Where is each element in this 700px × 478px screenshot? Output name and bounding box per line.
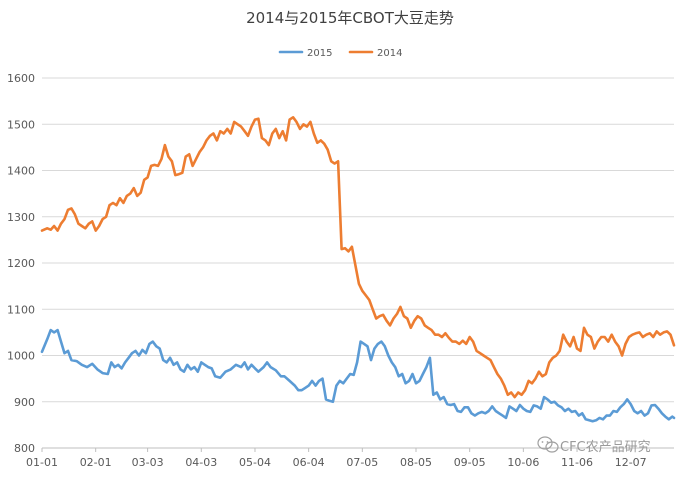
legend-label: 2015 xyxy=(307,48,332,59)
watermark: CFC农产品研究 xyxy=(537,436,651,455)
y-axis: 800 900 1000 1100 1200 1300 1400 1500 1600 xyxy=(7,72,35,455)
y-tick-label: 1500 xyxy=(7,118,35,131)
watermark-text: CFC农产品研究 xyxy=(560,440,651,455)
x-tick-label: 09-05 xyxy=(454,456,486,469)
x-tick-label: 06-04 xyxy=(293,456,325,469)
chart-title: 2014与2015年CBOT大豆走势 xyxy=(246,9,454,27)
grid-lines xyxy=(42,77,674,449)
series-line-2014 xyxy=(40,116,676,399)
series-lines xyxy=(40,116,676,423)
x-tick-label: 12-07 xyxy=(615,456,647,469)
y-tick-label: 1000 xyxy=(7,350,35,363)
x-tick-label: 11-06 xyxy=(561,456,593,469)
y-tick-label: 1200 xyxy=(7,257,35,270)
y-tick-label: 900 xyxy=(14,396,35,409)
x-tick-label: 10-06 xyxy=(507,456,539,469)
wechat-icon xyxy=(537,436,559,453)
legend: 2015 2014 xyxy=(278,48,402,59)
x-tick-label: 01-01 xyxy=(26,456,58,469)
y-tick-label: 1300 xyxy=(7,211,35,224)
x-tick-label: 05-04 xyxy=(239,456,271,469)
x-tick-label: 02-01 xyxy=(80,456,112,469)
x-tick-label: 07-05 xyxy=(346,456,378,469)
x-tick-label: 04-03 xyxy=(185,456,217,469)
y-tick-label: 1100 xyxy=(7,303,35,316)
series-line-2015 xyxy=(40,328,676,423)
x-tick-label: 08-05 xyxy=(400,456,432,469)
legend-label: 2014 xyxy=(377,48,402,59)
x-tick-label: 03-03 xyxy=(132,456,164,469)
y-tick-label: 1400 xyxy=(7,165,35,178)
x-axis: 01-01 02-01 03-03 04-03 05-04 06-04 07-05 08-05… xyxy=(26,447,674,469)
y-tick-label: 800 xyxy=(14,442,35,455)
y-tick-label: 1600 xyxy=(7,72,35,85)
